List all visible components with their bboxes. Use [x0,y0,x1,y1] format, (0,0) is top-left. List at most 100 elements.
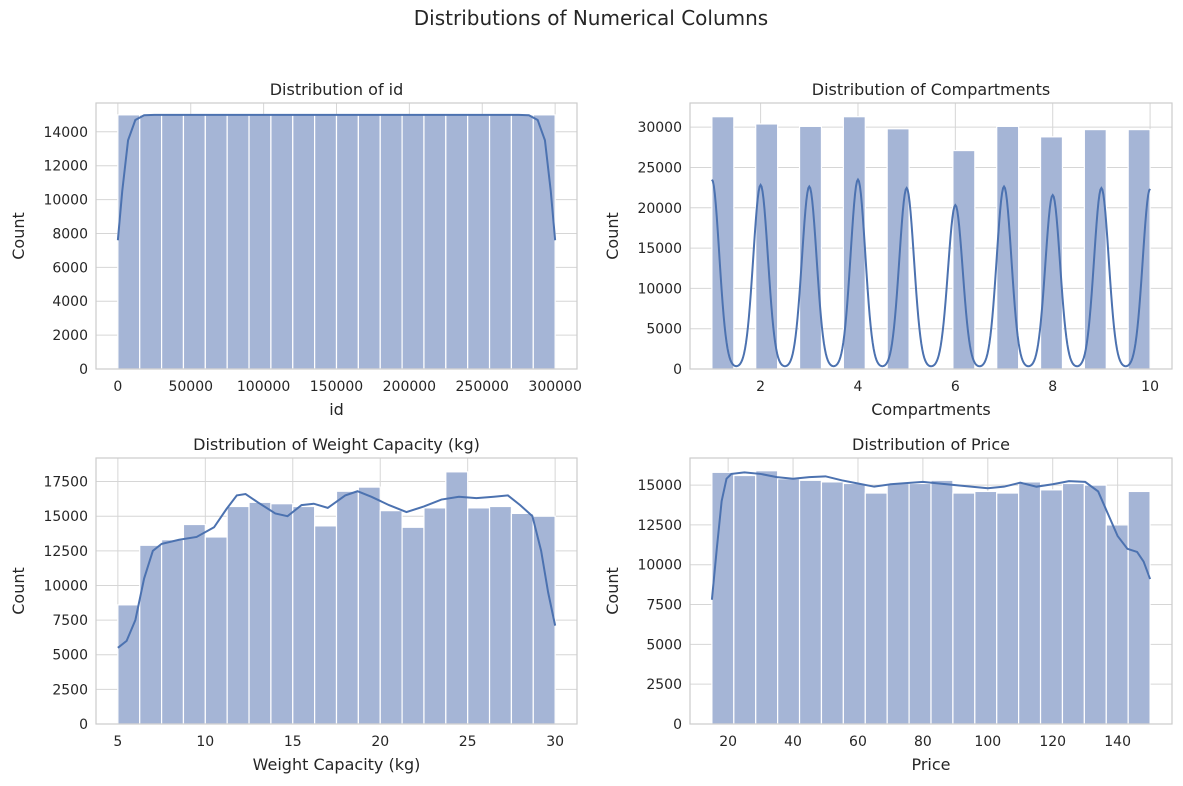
histogram-bar [423,507,447,725]
y-tick-label: 8000 [52,226,88,242]
histogram-bar [1105,524,1129,725]
x-tick-label: 150000 [310,379,363,395]
histogram-bar [467,507,491,725]
histogram-bar [488,505,513,725]
histogram-bar [226,114,250,370]
histogram-bar [445,471,469,725]
y-tick-label: 5000 [646,637,682,653]
y-tick-label: 12500 [43,544,88,560]
y-tick-label: 5000 [52,648,88,664]
x-tick-label: 4 [854,379,863,395]
x-tick-label: 300000 [528,379,581,395]
histogram-bar [886,128,910,370]
histogram-bar [733,474,757,725]
y-tick-label: 10000 [637,281,682,297]
kde-line [116,113,557,241]
histogram-bar [755,470,779,725]
histogram-bar [270,503,294,725]
histogram-bar [886,482,910,725]
y-tick-label: 4000 [52,294,88,310]
y-tick-label: 0 [79,362,88,378]
x-tick-label: 40 [784,734,802,750]
y-tick-label: 15000 [637,478,682,494]
histogram-bar [335,490,359,725]
histogram-bar [314,525,338,725]
histogram-bar [292,114,316,370]
histogram-bar [1127,490,1151,725]
y-tick-label: 10000 [43,193,88,209]
x-tick-label: 25 [459,734,477,750]
subplot-price: 20 40 60 80 100 120 140 0 2500 5000 7500 10000 12500… [603,435,1173,774]
histogram-bar [160,114,185,370]
axes-frame [689,457,1173,725]
subplot-id: 0 50000 100000 150000 200000 250000 300000 0 200… [9,80,582,419]
figure-title: Distributions of Numerical Columns [414,6,768,30]
histogram-bar [357,486,381,725]
y-tick-label: 15000 [637,241,682,257]
x-tick-label: 6 [951,379,960,395]
axes-frame [95,457,578,725]
histogram-bar [510,114,534,370]
y-tick-label: 2500 [646,677,682,693]
histogram-bar [117,114,141,370]
histogram-bar [842,116,866,370]
y-tick-label: 25000 [637,160,682,176]
x-tick-label: 100000 [237,379,290,395]
y-tick-label: 15000 [43,509,88,525]
subplot-title: Distribution of id [270,80,404,99]
histogram-bar [1083,484,1107,725]
subplot-title: Distribution of Compartments [812,80,1050,99]
y-tick-label: 17500 [43,475,88,491]
y-tick-label: 0 [673,362,682,378]
histogram-bar [1039,489,1064,725]
x-tick-label: 20 [719,734,737,750]
histogram-bar [379,510,403,725]
histogram-bar [467,114,491,370]
histogram-bar [139,114,163,370]
axes-frame [95,102,578,370]
histogram-bar [182,114,206,370]
histogram-bar [864,492,888,725]
x-tick-label: 250000 [456,379,509,395]
x-axis-label: id [329,400,344,419]
y-tick-label: 2000 [52,328,88,344]
histogram-bar [423,114,447,370]
histogram-bar [292,505,316,725]
axes-frame [689,102,1173,370]
histogram-bar [160,539,185,725]
histogram-bar [711,471,735,725]
x-tick-label: 10 [196,734,214,750]
histogram-bar [117,604,141,725]
y-tick-label: 2500 [52,682,88,698]
histogram-bar [820,481,844,725]
histogram-bar [248,501,272,725]
y-tick-label: 30000 [637,120,682,136]
kde-line [711,177,1151,368]
histogram-bar [930,479,954,725]
y-tick-label: 20000 [637,201,682,217]
histogram-bar [401,526,425,725]
x-tick-label: 50000 [168,379,213,395]
histogram-bar [357,114,381,370]
y-tick-label: 0 [673,717,682,733]
histogram-bar [532,114,556,370]
y-tick-label: 12000 [43,159,88,175]
x-tick-label: 15 [284,734,302,750]
y-tick-label: 10000 [637,558,682,574]
histogram-bar [798,479,823,725]
x-tick-label: 8 [1048,379,1057,395]
histogram-bar [996,492,1020,725]
histogram-bar [842,482,866,725]
y-axis-label: Count [9,567,28,615]
histogram-bar [204,114,228,370]
histogram-bar [711,116,735,370]
histogram-bar [445,114,469,370]
histogram-bar [335,114,359,370]
subplot-title: Distribution of Weight Capacity (kg) [193,435,480,454]
y-tick-label: 7500 [52,613,88,629]
y-tick-label: 0 [79,717,88,733]
x-tick-label: 5 [113,734,122,750]
x-tick-label: 0 [113,379,122,395]
y-tick-label: 10000 [43,578,88,594]
kde-line [710,471,1152,600]
